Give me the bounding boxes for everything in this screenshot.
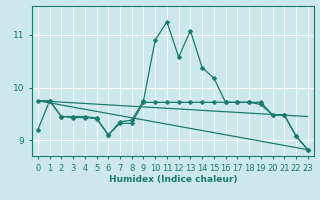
X-axis label: Humidex (Indice chaleur): Humidex (Indice chaleur) <box>108 175 237 184</box>
